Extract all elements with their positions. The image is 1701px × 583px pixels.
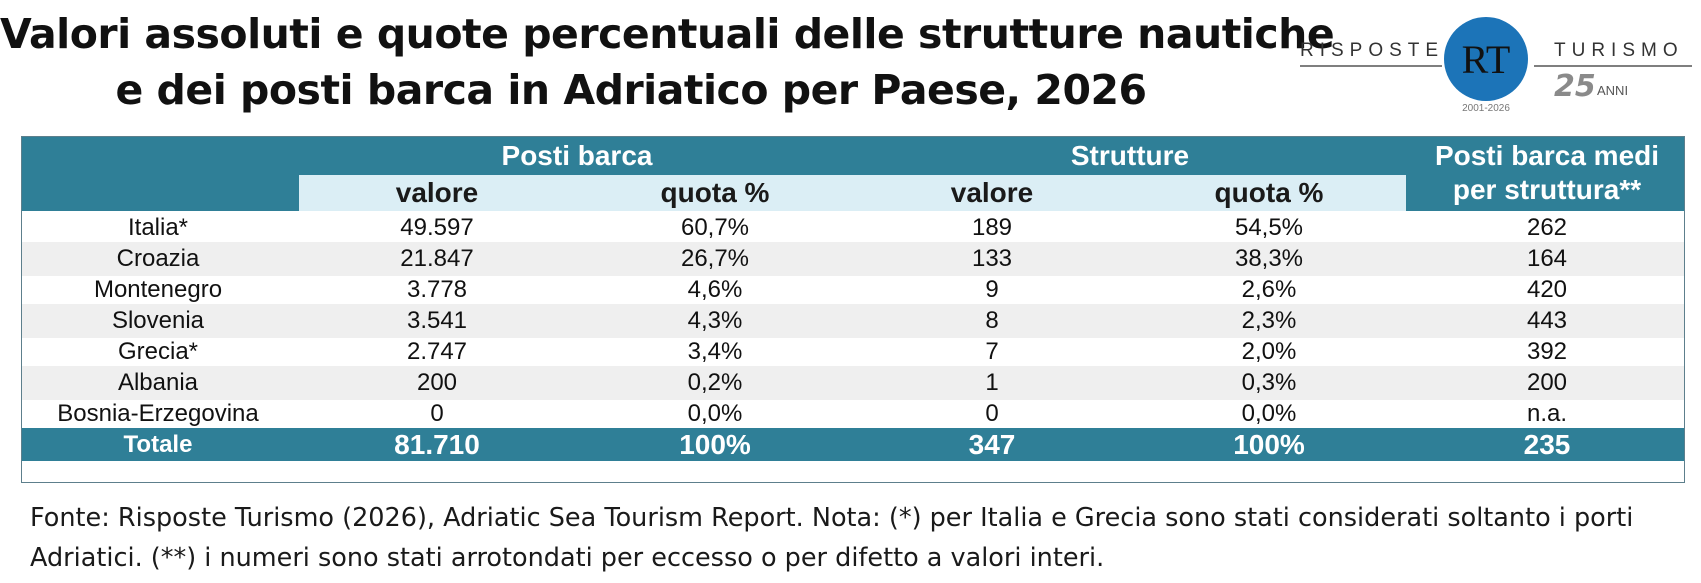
risposte-turismo-logo: RISPOSTE TURISMO RT 2001-2026 25 ANNI (1300, 17, 1692, 114)
cell-country: Bosnia-Erzegovina (57, 400, 259, 427)
cell-country: Totale (123, 431, 193, 458)
column-header-strutture-valore: valore (950, 177, 1034, 208)
table-row: Italia* 49.597 60,7% 189 54,5% 262 (22, 211, 1684, 245)
table-row: Montenegro 3.778 4,6% 9 2,6% 420 (22, 273, 1684, 307)
logo-circle (1444, 17, 1528, 101)
footnote-line-2: Adriatici. (**) i numeri sono stati arro… (30, 543, 1105, 573)
cell-posti-valore: 3.778 (406, 276, 468, 303)
cell-country: Grecia* (117, 338, 199, 365)
cell-posti-quota: 4,6% (687, 276, 743, 303)
logo-right-text: TURISMO (1554, 40, 1684, 61)
group-header-posti-medi-line-2: per struttura** (1452, 174, 1642, 205)
cell-posti-medi: 443 (1526, 307, 1568, 334)
cell-posti-quota: 60,7% (680, 214, 750, 241)
cell-strutture-valore: 347 (968, 429, 1016, 460)
cell-strutture-valore: 1 (985, 369, 999, 396)
cell-country: Italia* (127, 214, 189, 241)
cell-strutture-valore: 0 (985, 400, 999, 427)
table-row: Grecia* 2.747 3,4% 7 2,0% 392 (22, 335, 1684, 369)
cell-strutture-quota: 38,3% (1234, 245, 1304, 272)
group-header-posti-medi: Posti barca medi per struttura** (1435, 139, 1659, 207)
cell-posti-quota: 3,4% (687, 338, 743, 365)
cell-strutture-valore: 189 (971, 214, 1013, 241)
cell-posti-quota: 0,0% (687, 400, 743, 427)
cell-strutture-quota: 54,5% (1234, 214, 1304, 241)
cell-strutture-valore: 7 (985, 338, 999, 365)
cell-posti-medi: 392 (1526, 338, 1568, 365)
cell-posti-valore: 21.847 (400, 245, 474, 272)
cell-strutture-quota: 2,3% (1241, 307, 1297, 334)
cell-posti-quota: 0,2% (687, 369, 743, 396)
cell-strutture-quota: 0,3% (1241, 369, 1297, 396)
chart-title-line-1: Valori assoluti e quote percentuali dell… (0, 10, 1335, 58)
logo-anniversary-number: 25 (1554, 69, 1596, 104)
cell-posti-medi: n.a. (1526, 400, 1568, 427)
cell-strutture-quota: 2,0% (1241, 338, 1297, 365)
cell-posti-quota: 26,7% (680, 245, 750, 272)
footnote: Fonte: Risposte Turismo (2026), Adriatic… (30, 498, 1680, 578)
cell-strutture-valore: 9 (985, 276, 999, 303)
cell-posti-medi: 235 (1523, 429, 1571, 460)
data-table: Posti barca Strutture Posti barca medi p… (21, 136, 1685, 483)
cell-strutture-quota: 100% (1233, 429, 1305, 460)
cell-strutture-valore: 133 (971, 245, 1013, 272)
cell-posti-quota: 100% (679, 429, 751, 460)
cell-strutture-valore: 8 (985, 307, 999, 334)
cell-posti-medi: 262 (1526, 214, 1568, 241)
cell-posti-medi: 200 (1526, 369, 1568, 396)
cell-posti-quota: 4,3% (687, 307, 743, 334)
group-header-strutture: Strutture (1070, 140, 1190, 171)
logo-monogram: RT (1462, 37, 1511, 82)
table-row: Slovenia 3.541 4,3% 8 2,3% 443 (22, 304, 1684, 338)
chart-title-line-2: e dei posti barca in Adriatico per Paese… (115, 66, 1147, 114)
table-row: Bosnia-Erzegovina 0 0,0% 0 0,0% n.a. (22, 397, 1684, 431)
table-row: Croazia 21.847 26,7% 133 38,3% 164 (22, 242, 1684, 276)
logo-anniversary-word: ANNI (1597, 83, 1628, 98)
cell-strutture-quota: 0,0% (1241, 400, 1297, 427)
column-header-posti-quota: quota % (660, 177, 770, 208)
cell-country: Montenegro (93, 276, 223, 303)
cell-posti-medi: 420 (1526, 276, 1568, 303)
cell-posti-valore: 2.747 (406, 338, 468, 365)
chart-title: Valori assoluti e quote percentuali dell… (0, 6, 1335, 118)
table-subheader (299, 175, 1406, 211)
column-header-posti-valore: valore (395, 177, 479, 208)
cell-strutture-quota: 2,6% (1241, 276, 1297, 303)
cell-posti-valore: 49.597 (400, 214, 474, 241)
cell-country: Croazia (116, 245, 200, 272)
footnote-line-1: Fonte: Risposte Turismo (2026), Adriatic… (30, 503, 1634, 533)
group-header-posti-barca: Posti barca (501, 140, 653, 171)
cell-country: Albania (117, 369, 199, 396)
cell-country: Slovenia (111, 307, 205, 334)
cell-posti-medi: 164 (1526, 245, 1568, 272)
cell-posti-valore: 81.710 (394, 429, 480, 460)
logo-left-text: RISPOSTE (1300, 40, 1444, 61)
logo-years: 2001-2026 (1462, 103, 1510, 114)
cell-posti-valore: 200 (416, 369, 458, 396)
column-header-strutture-quota: quota % (1214, 177, 1324, 208)
cell-posti-valore: 3.541 (406, 307, 468, 334)
group-header-posti-medi-line-1: Posti barca medi (1434, 140, 1660, 171)
cell-posti-valore: 0 (430, 400, 444, 427)
table-row: Albania 200 0,2% 1 0,3% 200 (22, 366, 1684, 400)
table-total-row: Totale 81.710 100% 347 100% 235 (22, 428, 1684, 461)
